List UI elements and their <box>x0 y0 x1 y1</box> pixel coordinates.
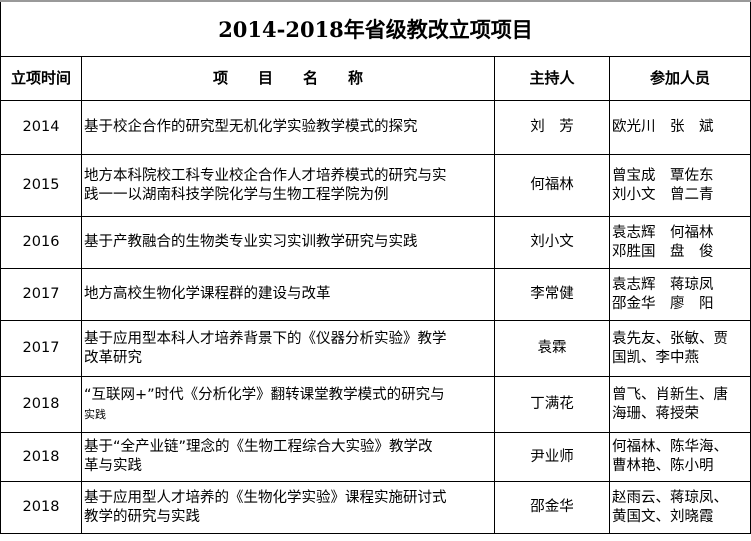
table-row: 2018 “互联网+”时代《分析化学》翻转课堂教学模式的研究与 实践 丁满花 曾飞、肖新… <box>0 376 751 433</box>
host-cell[interactable]: 何福林 <box>494 154 610 217</box>
table-row: 2015 地方本科院校工科专业校企合作人才培养模式的研究与实 践一一以湖南科技学院… <box>0 154 751 217</box>
project-name-cell[interactable]: 基于校企合作的研究型无机化学实验教学模式的探究 <box>81 100 495 155</box>
year-cell[interactable]: 2017 <box>0 320 82 377</box>
project-name-cell[interactable]: 基于应用型人才培养的《生物化学实验》课程实施研讨式 教学的研究与实践 <box>81 481 495 534</box>
host-cell[interactable]: 丁满花 <box>494 376 610 433</box>
year-cell[interactable]: 2016 <box>0 216 82 269</box>
project-name-cell[interactable]: 基于应用型本科人才培养背景下的《仪器分析实验》教学 改革研究 <box>81 320 495 377</box>
header-members[interactable]: 参加人员 <box>609 56 751 101</box>
host-cell[interactable]: 刘小文 <box>494 216 610 269</box>
table-title[interactable]: 2014-2018年省级教改立项项目 <box>0 0 751 57</box>
table-row: 2016 基于产教融合的生物类专业实习实训教学研究与实践 刘小文 袁志辉 何福林 邓胜… <box>0 216 751 269</box>
members-cell[interactable]: 曾飞、肖新生、唐 海珊、蒋授荣 <box>609 376 751 433</box>
table-row: 2017 基于应用型本科人才培养背景下的《仪器分析实验》教学 改革研究 袁霖 袁先友、… <box>0 320 751 377</box>
year-cell[interactable]: 2018 <box>0 481 82 534</box>
project-name-cell[interactable]: 地方本科院校工科专业校企合作人才培养模式的研究与实 践一一以湖南科技学院化学与生… <box>81 154 495 217</box>
host-cell[interactable]: 刘 芳 <box>494 100 610 155</box>
host-cell[interactable]: 李常健 <box>494 268 610 321</box>
host-cell[interactable]: 尹业师 <box>494 432 610 482</box>
members-cell[interactable]: 袁志辉 何福林 邓胜国 盘 俊 <box>609 216 751 269</box>
header-row: 立项时间 项 目 名 称 主持人 参加人员 <box>0 56 751 101</box>
table-row: 2018 基于应用型人才培养的《生物化学实验》课程实施研讨式 教学的研究与实践 邵金… <box>0 481 751 534</box>
header-year[interactable]: 立项时间 <box>0 56 82 101</box>
year-cell[interactable]: 2014 <box>0 100 82 155</box>
table-row: 2017 地方高校生物化学课程群的建设与改革 李常健 袁志辉 蒋琼凤 邵金华 廖 阳 <box>0 268 751 321</box>
header-host[interactable]: 主持人 <box>494 56 610 101</box>
members-cell[interactable]: 袁先友、张敏、贾 国凯、李中燕 <box>609 320 751 377</box>
project-name-cell[interactable]: “互联网+”时代《分析化学》翻转课堂教学模式的研究与 实践 <box>81 376 495 433</box>
header-project[interactable]: 项 目 名 称 <box>81 56 495 101</box>
project-name-cell[interactable]: 基于“全产业链”理念的《生物工程综合大实验》教学改 革与实践 <box>81 432 495 482</box>
table-row: 2014 基于校企合作的研究型无机化学实验教学模式的探究刘 芳欧光川 张 斌 <box>0 100 751 155</box>
members-cell[interactable]: 袁志辉 蒋琼凤 邵金华 廖 阳 <box>609 268 751 321</box>
members-cell[interactable]: 赵雨云、蒋琼凤、 黄国文、刘晓霞 <box>609 481 751 534</box>
table-row: 2018 基于“全产业链”理念的《生物工程综合大实验》教学改 革与实践 尹业师 何福林… <box>0 432 751 482</box>
members-cell[interactable]: 欧光川 张 斌 <box>609 100 751 155</box>
members-cell[interactable]: 何福林、陈华海、 曹林艳、陈小明 <box>609 432 751 482</box>
members-cell[interactable]: 曾宝成 覃佐东 刘小文 曾二青 <box>609 154 751 217</box>
host-cell[interactable]: 邵金华 <box>494 481 610 534</box>
project-name-text: “互联网+”时代《分析化学》翻转课堂教学模式的研究与 <box>84 386 445 403</box>
project-name-tail: 实践 <box>84 407 106 421</box>
year-cell[interactable]: 2018 <box>0 432 82 482</box>
year-cell[interactable]: 2018 <box>0 376 82 433</box>
year-cell[interactable]: 2015 <box>0 154 82 217</box>
project-name-cell[interactable]: 地方高校生物化学课程群的建设与改革 <box>81 268 495 321</box>
project-name-cell[interactable]: 基于产教融合的生物类专业实习实训教学研究与实践 <box>81 216 495 269</box>
year-cell[interactable]: 2017 <box>0 268 82 321</box>
host-cell[interactable]: 袁霖 <box>494 320 610 377</box>
